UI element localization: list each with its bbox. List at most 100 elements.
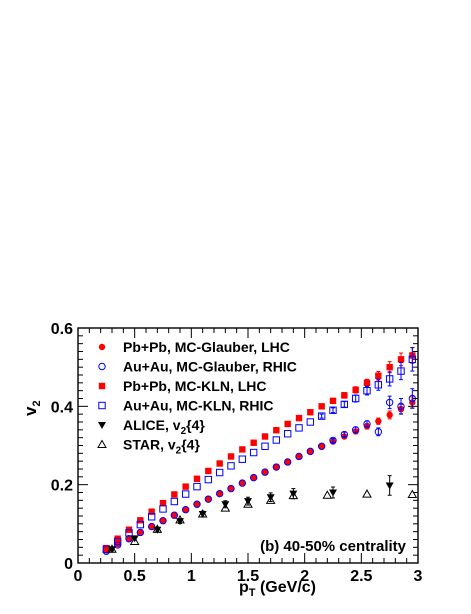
data-point: [182, 506, 189, 513]
data-point: [261, 468, 269, 476]
data-point: [238, 455, 247, 463]
x-tick-label: 3: [414, 568, 423, 585]
y-tick-label: 0.6: [51, 321, 73, 338]
data-point: [340, 430, 349, 439]
x-tick-label: 0: [74, 568, 83, 585]
data-point: [295, 452, 303, 461]
data-point: [250, 474, 257, 481]
y-tick-label: 0.2: [51, 478, 73, 495]
data-point: [171, 512, 178, 519]
data-point: [130, 535, 139, 543]
data-point: [136, 520, 145, 529]
data-point: [386, 411, 393, 419]
data-point: [317, 412, 326, 420]
data-point: [171, 491, 178, 498]
x-axis-label-main: p: [239, 579, 249, 596]
data-point: [170, 497, 179, 506]
legend-label-main: Pb+Pb, MC-Glauber, LHC: [123, 339, 290, 355]
data-point: [375, 418, 382, 425]
data-point: [407, 489, 418, 498]
data-point: [227, 484, 235, 492]
legend-label-sub: 2: [181, 426, 187, 437]
data-point: [205, 467, 212, 475]
data-point: [205, 495, 212, 502]
data-point: [273, 463, 280, 471]
data-marks: [102, 347, 418, 555]
legend-marker: [98, 422, 106, 429]
data-point: [216, 460, 223, 467]
data-point: [204, 495, 213, 503]
data-point: [295, 424, 303, 432]
data-point: [137, 528, 144, 536]
data-point: [182, 483, 189, 490]
data-point: [103, 544, 110, 552]
data-point: [129, 536, 140, 545]
legend-marker: [98, 343, 106, 351]
data-point: [152, 524, 163, 533]
data-point: [363, 386, 371, 395]
data-point: [363, 379, 371, 387]
data-point: [307, 448, 314, 455]
data-point: [329, 397, 337, 405]
data-point: [250, 439, 257, 446]
data-point: [385, 375, 394, 383]
y-axis-label: v2: [21, 400, 43, 416]
data-point: [216, 490, 223, 497]
data-point: [295, 453, 303, 461]
data-point: [341, 392, 348, 399]
centrality-annotation: (b) 40-50% centrality: [260, 538, 407, 555]
axes: 0 0.5 1 1.5 2 2.5 3 0 0.2 0.4 0.6: [51, 321, 423, 585]
data-point: [227, 484, 235, 493]
data-point: [175, 514, 185, 524]
data-point: [322, 490, 333, 499]
data-point: [193, 475, 201, 482]
data-point: [351, 394, 360, 403]
data-point: [249, 473, 258, 482]
x-axis-label-unit: (GeV/c): [256, 579, 316, 596]
data-point: [352, 386, 359, 394]
legend-entry: ALICE, v2{4}: [98, 417, 205, 437]
data-point: [385, 482, 394, 490]
data-point: [113, 537, 122, 546]
series-3: [103, 347, 416, 552]
data-point: [284, 458, 291, 466]
data-point: [340, 400, 349, 409]
data-point: [306, 418, 315, 426]
data-point: [220, 503, 231, 512]
data-point: [272, 436, 281, 444]
data-point: [159, 499, 167, 507]
legend-label-main: STAR, v: [123, 437, 176, 453]
data-point: [266, 494, 275, 502]
data-point: [227, 462, 235, 470]
legend-label: ALICE, v2{4}: [123, 417, 205, 437]
legend-label: Au+Au, MC-KLN, RHIC: [123, 398, 274, 414]
data-point: [397, 367, 405, 375]
legend-label: Au+Au, MC-Glauber, RHIC: [123, 359, 297, 375]
data-point: [197, 509, 208, 518]
x-tick-label: 1.5: [237, 568, 259, 585]
x-tick-label: 1: [187, 568, 196, 585]
x-tick-label: 2.5: [350, 568, 372, 585]
legend-label-main: ALICE, v: [123, 417, 181, 433]
data-point: [243, 499, 253, 508]
data-point: [239, 479, 246, 486]
data-point: [397, 402, 405, 411]
y-tick-label: 0.4: [51, 399, 73, 416]
legend-label-main: Au+Au, MC-Glauber, RHIC: [123, 359, 297, 375]
data-point: [148, 508, 155, 515]
data-point: [351, 426, 360, 434]
x-axis-label: pT (GeV/c): [239, 579, 316, 599]
data-point: [295, 414, 303, 422]
legend-label-main: Pb+Pb, MC-KLN, LHC: [123, 378, 267, 394]
series-1: [103, 396, 416, 554]
x-tick-label: 2: [300, 568, 309, 585]
data-point: [318, 443, 325, 450]
legend-marker: [97, 439, 107, 448]
data-point: [329, 436, 337, 445]
legend-entry: Pb+Pb, MC-KLN, LHC: [98, 378, 267, 394]
legend-label: STAR, v2{4}: [123, 437, 200, 457]
data-point: [170, 511, 179, 519]
data-point: [193, 501, 201, 508]
